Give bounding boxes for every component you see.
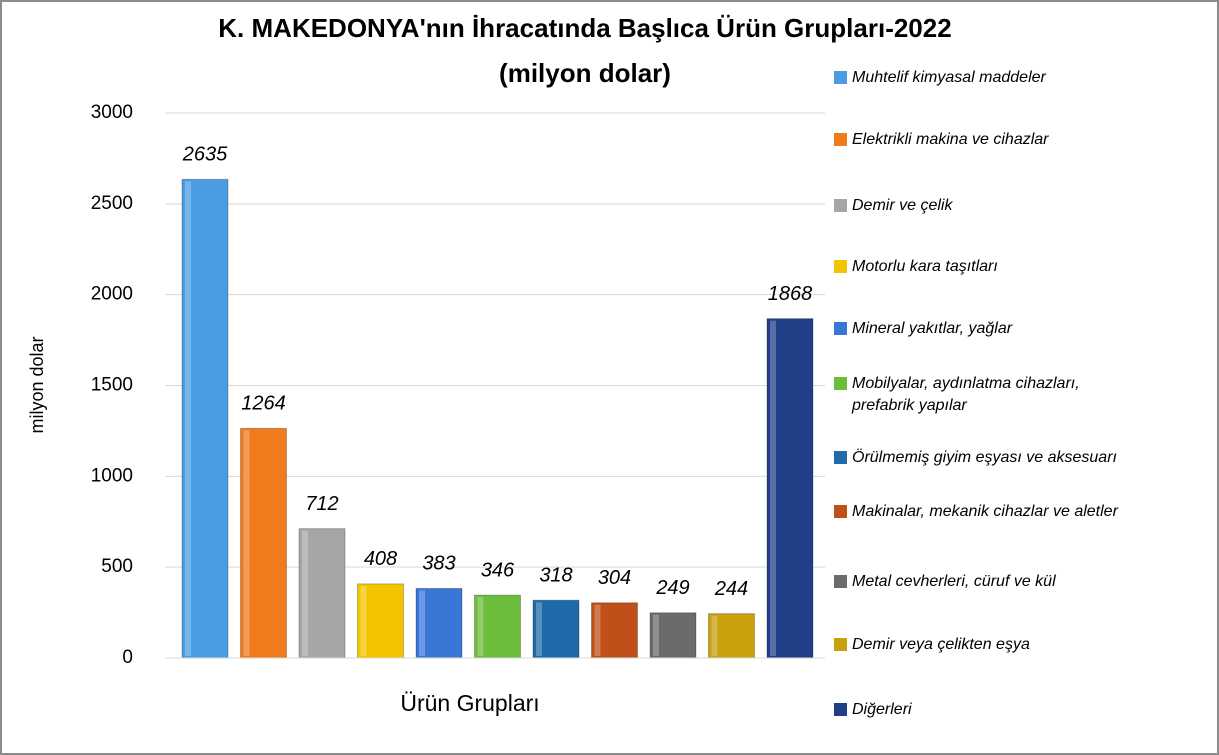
bar-highlight bbox=[536, 602, 542, 656]
legend-item: Örülmemiş giyim eşyası ve aksesuarı bbox=[834, 447, 1144, 469]
x-axis-label: Ürün Grupları bbox=[400, 690, 539, 716]
legend-label: Örülmemiş giyim eşyası ve aksesuarı bbox=[852, 449, 1117, 466]
legend-label: Motorlu kara taşıtları bbox=[852, 258, 998, 275]
bar-highlight bbox=[419, 590, 425, 656]
y-tick-label: 1500 bbox=[91, 375, 133, 396]
legend-swatch bbox=[834, 199, 847, 212]
data-label: 712 bbox=[305, 493, 338, 515]
data-label: 1264 bbox=[241, 393, 286, 415]
legend-item: Mineral yakıtlar, yağlar bbox=[834, 318, 1144, 340]
bar-highlight bbox=[711, 615, 718, 656]
bar-highlight bbox=[477, 597, 484, 656]
data-label: 408 bbox=[364, 548, 397, 570]
data-label: 383 bbox=[422, 553, 455, 575]
legend-swatch bbox=[834, 703, 847, 716]
bar bbox=[240, 427, 287, 659]
bar bbox=[298, 528, 346, 659]
data-label: 304 bbox=[598, 567, 631, 589]
y-tick-label: 3000 bbox=[91, 102, 133, 123]
legend-label: Mineral yakıtlar, yağlar bbox=[852, 320, 1013, 337]
bar-highlight bbox=[653, 614, 659, 656]
y-tick-label: 500 bbox=[101, 556, 133, 577]
legend-item: Metal cevherleri, cüruf ve kül bbox=[834, 571, 1144, 593]
legend-swatch bbox=[834, 638, 847, 651]
legend-swatch bbox=[834, 260, 847, 273]
legend-label: Diğerleri bbox=[852, 701, 912, 718]
legend-item: Motorlu kara taşıtları bbox=[834, 256, 1144, 278]
y-tick-label: 2500 bbox=[91, 193, 133, 214]
y-tick-label: 2000 bbox=[91, 284, 133, 305]
legend-label: Metal cevherleri, cüruf ve kül bbox=[852, 573, 1056, 590]
legend-label: Makinalar, mekanik cihazlar ve aletler bbox=[852, 503, 1118, 520]
data-label: 249 bbox=[655, 577, 689, 599]
legend-swatch bbox=[834, 322, 847, 335]
bar-highlight bbox=[185, 181, 191, 656]
chart-subtitle: (milyon dolar) bbox=[499, 58, 671, 88]
legend-swatch bbox=[834, 505, 847, 518]
chart-title: K. MAKEDONYA'nın İhracatında Başlıca Ürü… bbox=[218, 13, 951, 43]
legend-swatch bbox=[834, 575, 847, 588]
data-label: 2635 bbox=[182, 144, 228, 166]
legend-label: Elektrikli makina ve cihazlar bbox=[852, 131, 1049, 148]
y-tick-label: 1000 bbox=[91, 465, 133, 486]
data-label: 244 bbox=[714, 578, 748, 600]
legend-swatch bbox=[834, 377, 847, 390]
bar bbox=[415, 587, 463, 659]
bar bbox=[766, 318, 814, 659]
legend-label: Demir veya çelikten eşya bbox=[852, 636, 1030, 653]
legend-item: Mobilyalar, aydınlatma cihazları, prefab… bbox=[834, 373, 1144, 417]
bar-highlight bbox=[360, 585, 367, 656]
legend-item: Muhtelif kimyasal maddeler bbox=[834, 67, 1144, 89]
legend-label: Demir ve çelik bbox=[852, 197, 953, 214]
legend-item: Elektrikli makina ve cihazlar bbox=[834, 129, 1144, 151]
legend-item: Makinalar, mekanik cihazlar ve aletler bbox=[834, 501, 1144, 523]
bar-highlight bbox=[770, 320, 776, 656]
legend-label: Mobilyalar, aydınlatma cihazları, prefab… bbox=[852, 375, 1080, 414]
bar-highlight bbox=[302, 530, 308, 656]
legend-item: Demir veya çelikten eşya bbox=[834, 634, 1144, 656]
data-label: 318 bbox=[539, 565, 572, 587]
y-axis-label: milyon dolar bbox=[27, 336, 47, 433]
bar bbox=[649, 612, 697, 659]
legend-swatch bbox=[834, 71, 847, 84]
legend-swatch bbox=[834, 133, 847, 146]
legend-swatch bbox=[834, 451, 847, 464]
legend-item: Diğerleri bbox=[834, 699, 1144, 721]
data-label: 346 bbox=[481, 559, 515, 581]
data-label: 1868 bbox=[768, 283, 813, 305]
legend-item: Demir ve çelik bbox=[834, 195, 1144, 217]
bar-highlight bbox=[243, 430, 250, 656]
bar bbox=[357, 583, 404, 659]
legend-label: Muhtelif kimyasal maddeler bbox=[852, 69, 1046, 86]
bar-highlight bbox=[594, 604, 601, 656]
y-tick-label: 0 bbox=[122, 647, 133, 668]
bar bbox=[591, 602, 638, 659]
